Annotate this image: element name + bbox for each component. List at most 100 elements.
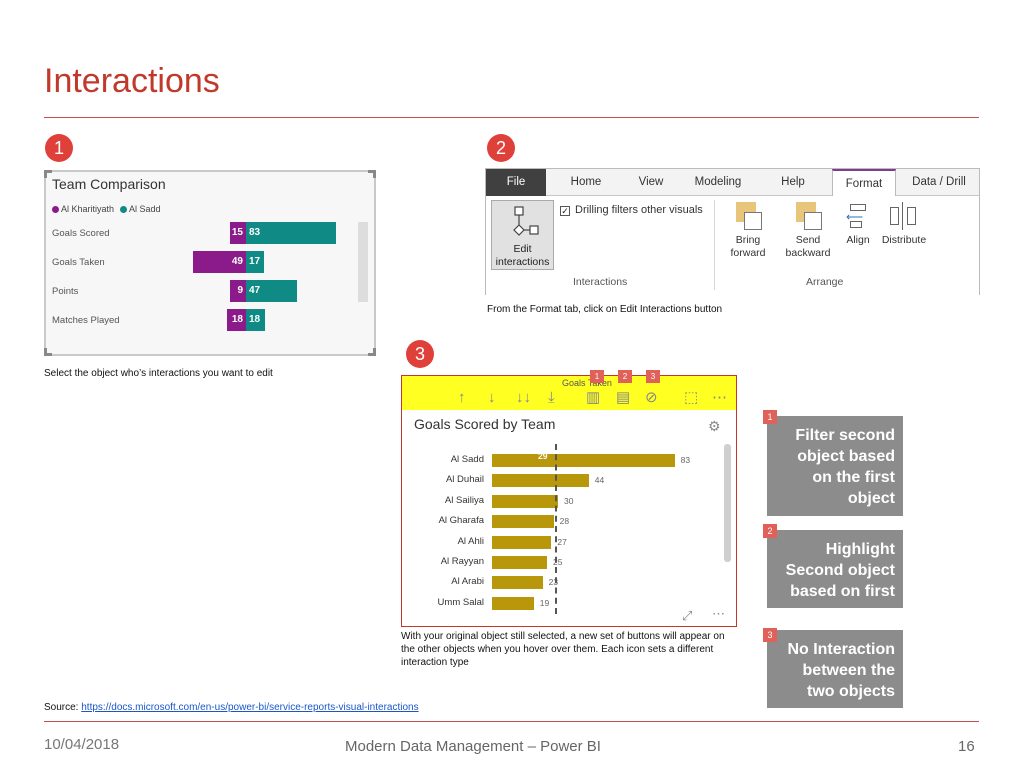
goals-scored-title: Goals Scored by Team xyxy=(414,416,556,432)
tab-file[interactable]: File xyxy=(486,169,546,196)
footer-date: 10/04/2018 xyxy=(44,736,120,753)
arrange-group-label: Arrange xyxy=(806,276,844,288)
distribute-icon xyxy=(890,202,918,230)
dashed-line-value: 29 xyxy=(538,451,548,461)
drilling-filters-checkbox[interactable]: ✓ xyxy=(560,206,570,216)
send-backward-label: Send backward xyxy=(785,234,831,259)
step-2-badge: 2 xyxy=(487,134,515,162)
bring-forward-button[interactable]: Bring forward xyxy=(720,202,776,260)
team-label: Al Rayyan xyxy=(440,556,484,567)
comparison-bar-left[interactable]: 15 xyxy=(229,222,246,244)
highlight-interaction-icon[interactable]: ▤ xyxy=(616,389,631,406)
source-link[interactable]: https://docs.microsoft.com/en-us/power-b… xyxy=(81,702,419,713)
no-interaction-icon[interactable]: ⊘ xyxy=(645,389,658,406)
team-comparison-visual[interactable]: Team Comparison Al Kharitiyath Al Sadd G… xyxy=(44,170,376,356)
goals-bar[interactable] xyxy=(492,576,543,590)
goals-value-label: 23 xyxy=(548,577,559,588)
goals-bar[interactable] xyxy=(492,494,558,508)
source-label: Source: xyxy=(44,702,82,713)
step-3-badge: 3 xyxy=(406,340,434,368)
goals-scored-visual[interactable]: Goals Taken 1 2 3 ↑ ↓ ↓↓ ⤓ ▥ ▤ ⊘ ⬚ ⋯ Goa… xyxy=(401,370,737,627)
mini-tag-1: 1 xyxy=(590,370,604,383)
tab-help[interactable]: Help xyxy=(781,176,805,188)
ribbon-separator xyxy=(714,200,715,290)
highlight-interaction-box: Highlight Second object based on first xyxy=(767,530,903,608)
tab-home[interactable]: Home xyxy=(570,176,602,188)
distribute-label: Distribute xyxy=(881,234,927,246)
interaction-tag-3: 3 xyxy=(763,628,777,642)
goals-bar[interactable] xyxy=(492,596,534,610)
goals-value-label: 30 xyxy=(564,495,574,506)
average-dashed-line xyxy=(555,444,557,614)
team-label: Al Duhail xyxy=(445,474,484,486)
drill-all-icon[interactable]: ↓↓ xyxy=(516,389,531,406)
legend-item-left: Al Kharitiyath xyxy=(52,204,114,214)
goals-value-label: 44 xyxy=(594,475,605,486)
edit-interactions-button[interactable]: Edit interactions xyxy=(491,200,554,270)
ribbon-tabs: File Home View Modeling Help Format Data… xyxy=(486,169,979,197)
distribute-button[interactable]: Distribute xyxy=(878,202,930,247)
team-label: Al Arabi xyxy=(451,576,484,588)
source-line: Source: https://docs.microsoft.com/en-us… xyxy=(44,702,419,713)
comparison-row-label: Goals Scored xyxy=(52,228,110,239)
drill-up-icon[interactable]: ↑ xyxy=(458,389,466,406)
team-label: Umm Salal xyxy=(437,596,484,608)
more-options-icon[interactable]: ⋯ xyxy=(712,606,725,621)
goals-bar[interactable] xyxy=(492,535,552,549)
tab-view[interactable]: View xyxy=(638,176,664,188)
filter-interaction-icon[interactable]: ▥ xyxy=(586,389,601,406)
tab-modeling[interactable]: Modeling xyxy=(694,176,742,188)
filter-interaction-box: Filter second object based on the first … xyxy=(767,416,903,516)
caption-step-3: With your original object still selected… xyxy=(401,631,725,668)
interaction-tag-2: 2 xyxy=(763,524,777,538)
align-label: Align xyxy=(846,234,870,246)
footer-divider xyxy=(44,721,979,722)
footer-title: Modern Data Management – Power BI xyxy=(345,738,601,755)
team-label: Al Sadd xyxy=(450,454,484,465)
comparison-bar-left[interactable]: 18 xyxy=(226,309,246,331)
drill-down-icon[interactable]: ↓ xyxy=(488,389,496,406)
step-1-badge: 1 xyxy=(45,134,73,162)
legend-item-right: Al Sadd xyxy=(120,204,161,214)
tab-format[interactable]: Format xyxy=(832,169,896,197)
no-interaction-box: No Interaction between the two objects xyxy=(767,630,903,708)
comparison-bar-left[interactable]: 49 xyxy=(193,251,246,273)
goals-bar[interactable] xyxy=(492,515,554,529)
drilling-filters-label: Drilling filters other visuals xyxy=(575,204,703,216)
legend-dot-icon xyxy=(52,206,59,214)
tab-data-drill[interactable]: Data / Drill xyxy=(912,176,966,188)
visual-scrollbar[interactable] xyxy=(358,222,368,302)
visual-scrollbar[interactable] xyxy=(724,444,731,562)
goals-bar[interactable] xyxy=(492,556,547,569)
comparison-bar-right[interactable]: 83 xyxy=(246,222,336,244)
comparison-bar-right[interactable]: 47 xyxy=(246,280,297,302)
mini-tag-2: 2 xyxy=(618,370,632,383)
more-options-icon[interactable]: ⋯ xyxy=(712,389,727,406)
ribbon-body: Edit interactions ✓ Drilling filters oth… xyxy=(486,196,979,295)
caption-step-2: From the Format tab, click on Edit Inter… xyxy=(487,304,723,315)
goals-bar[interactable] xyxy=(492,474,589,488)
align-button[interactable]: ⟵ Align xyxy=(840,202,876,247)
team-comparison-title: Team Comparison xyxy=(52,176,166,192)
selection-corner xyxy=(368,348,376,356)
comparison-bar-right[interactable]: 18 xyxy=(246,309,266,331)
goals-value-label: 19 xyxy=(539,597,550,608)
expand-hierarchy-icon[interactable]: ⤓ xyxy=(548,389,555,406)
goals-value-label: 27 xyxy=(557,536,567,547)
title-divider xyxy=(44,117,979,118)
selection-corner xyxy=(44,170,52,178)
focus-mode-icon[interactable]: ⤢ xyxy=(682,608,693,623)
selection-corner xyxy=(44,348,52,356)
settings-gear-icon[interactable]: ⚙ xyxy=(708,418,721,434)
comparison-row-label: Goals Taken xyxy=(52,257,105,268)
selection-corner xyxy=(368,170,376,178)
focus-mode-icon[interactable]: ⬚ xyxy=(684,389,699,406)
comparison-bar-left[interactable]: 9 xyxy=(230,280,246,302)
goals-bar[interactable] xyxy=(492,454,675,467)
comparison-row-label: Points xyxy=(52,286,79,297)
send-backward-button[interactable]: Send backward xyxy=(778,202,838,260)
visual-header-highlight xyxy=(402,376,736,410)
legend-dot-icon xyxy=(120,206,128,214)
slide-title: Interactions xyxy=(44,62,220,100)
comparison-bar-right[interactable]: 17 xyxy=(246,251,265,273)
